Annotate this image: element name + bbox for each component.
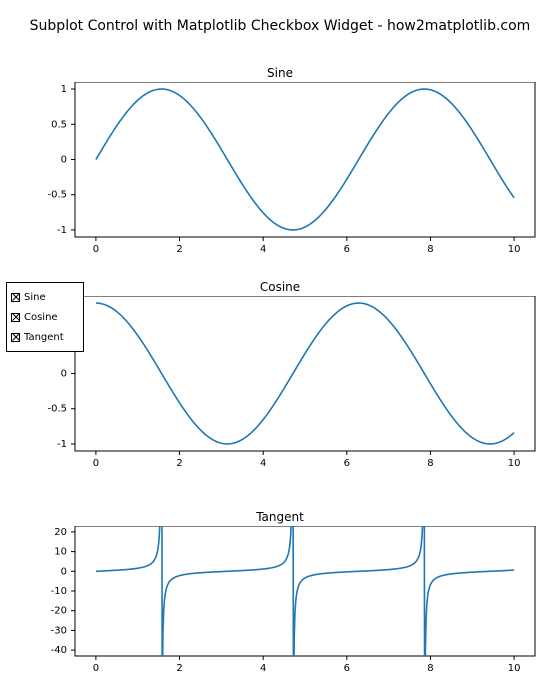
svg-text:2: 2 — [176, 663, 182, 674]
svg-text:0: 0 — [61, 369, 67, 380]
chart-cosine: 0246810-1-0.500.51 — [0, 296, 560, 476]
svg-text:6: 6 — [344, 244, 350, 255]
checkbox-sine-label: Sine — [24, 292, 46, 303]
subplot-sine-title: Sine — [0, 66, 560, 80]
svg-text:6: 6 — [344, 663, 350, 674]
svg-text:0: 0 — [93, 458, 99, 469]
checkbox-widget[interactable]: Sine Cosine Tangent — [6, 282, 84, 352]
svg-text:0: 0 — [93, 244, 99, 255]
svg-text:-0.5: -0.5 — [47, 190, 67, 201]
svg-text:2: 2 — [176, 244, 182, 255]
svg-text:-0.5: -0.5 — [47, 404, 67, 415]
svg-text:-30: -30 — [51, 625, 67, 636]
subplot-sine: Sine 0 2 4 6 8 10 -1 -0.5 0 0.5 1 — [0, 66, 560, 262]
svg-text:0: 0 — [61, 566, 67, 577]
svg-text:4: 4 — [260, 458, 266, 469]
svg-text:8: 8 — [427, 244, 433, 255]
svg-text:8: 8 — [427, 663, 433, 674]
svg-text:8: 8 — [427, 458, 433, 469]
checkbox-cosine-box[interactable] — [11, 313, 20, 322]
svg-text:10: 10 — [508, 458, 521, 469]
svg-text:4: 4 — [260, 244, 266, 255]
subplot-cosine-title: Cosine — [0, 280, 560, 294]
svg-text:6: 6 — [344, 458, 350, 469]
checkbox-sine-box[interactable] — [11, 293, 20, 302]
svg-text:-10: -10 — [51, 586, 67, 597]
svg-text:-1: -1 — [57, 225, 67, 236]
svg-text:-20: -20 — [51, 606, 67, 617]
checkbox-sine[interactable]: Sine — [11, 287, 79, 307]
svg-text:10: 10 — [508, 244, 521, 255]
subplot-tangent: Tangent 0 2 4 6 8 10 -40 -30 -20 -10 0 10 20 — [0, 510, 560, 681]
svg-text:1: 1 — [61, 84, 67, 95]
subplot-cosine: Cosine 0246810-1-0.500.51 — [0, 280, 560, 476]
svg-text:10: 10 — [54, 547, 67, 558]
svg-text:0.5: 0.5 — [51, 119, 67, 130]
checkbox-tangent-box[interactable] — [11, 333, 20, 342]
subplot-tangent-title: Tangent — [0, 510, 560, 524]
checkbox-cosine-label: Cosine — [24, 312, 58, 323]
chart-tangent: 0 2 4 6 8 10 -40 -30 -20 -10 0 10 20 — [0, 526, 560, 681]
svg-text:20: 20 — [54, 527, 67, 538]
svg-text:0: 0 — [61, 155, 67, 166]
figure-title: Subplot Control with Matplotlib Checkbox… — [0, 18, 560, 34]
svg-text:-40: -40 — [51, 645, 67, 656]
svg-text:10: 10 — [508, 663, 521, 674]
checkbox-cosine[interactable]: Cosine — [11, 307, 79, 327]
svg-text:4: 4 — [260, 663, 266, 674]
chart-sine: 0 2 4 6 8 10 -1 -0.5 0 0.5 1 — [0, 82, 560, 262]
checkbox-tangent[interactable]: Tangent — [11, 327, 79, 347]
svg-text:-1: -1 — [57, 439, 67, 450]
svg-text:0: 0 — [93, 663, 99, 674]
svg-text:2: 2 — [176, 458, 182, 469]
checkbox-tangent-label: Tangent — [24, 332, 64, 343]
